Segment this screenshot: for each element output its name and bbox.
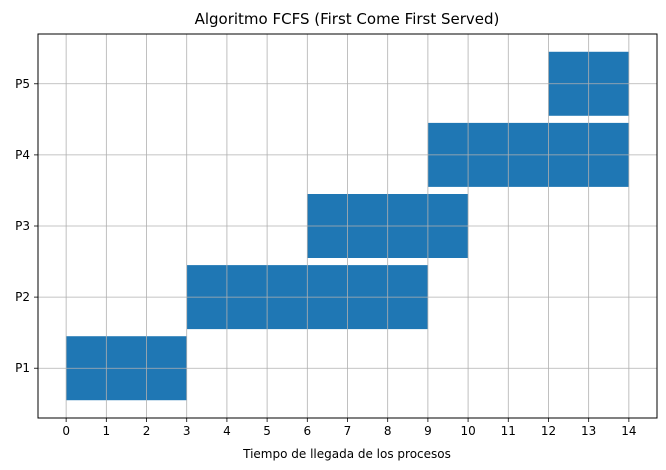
x-tick-label: 8 — [384, 424, 392, 438]
x-tick-label: 12 — [541, 424, 556, 438]
y-tick-label: P5 — [15, 77, 30, 91]
x-axis-label: Tiempo de llegada de los procesos — [242, 447, 451, 461]
x-tick-label: 0 — [62, 424, 70, 438]
chart-title: Algoritmo FCFS (First Come First Served) — [195, 10, 500, 28]
x-tick-label: 7 — [344, 424, 352, 438]
grid-overlay — [38, 34, 657, 418]
x-tick-label: 14 — [621, 424, 636, 438]
x-tick-label: 3 — [183, 424, 191, 438]
x-tick-label: 11 — [501, 424, 516, 438]
x-tick-label: 9 — [424, 424, 432, 438]
y-tick-label: P3 — [15, 219, 30, 233]
x-tick-label: 5 — [263, 424, 271, 438]
x-tick-label: 4 — [223, 424, 231, 438]
y-tick-label: P4 — [15, 148, 30, 162]
y-tick-label: P1 — [15, 361, 30, 375]
y-axis: P1 P2 P3 P4 P5 — [15, 77, 38, 375]
x-tick-label: 10 — [460, 424, 475, 438]
x-axis: 0 1 2 3 4 5 6 7 8 9 10 11 12 13 14 — [62, 418, 637, 438]
x-tick-label: 13 — [581, 424, 596, 438]
x-tick-label: 2 — [143, 424, 151, 438]
x-tick-label: 6 — [303, 424, 311, 438]
y-tick-label: P2 — [15, 290, 30, 304]
x-tick-label: 1 — [103, 424, 111, 438]
